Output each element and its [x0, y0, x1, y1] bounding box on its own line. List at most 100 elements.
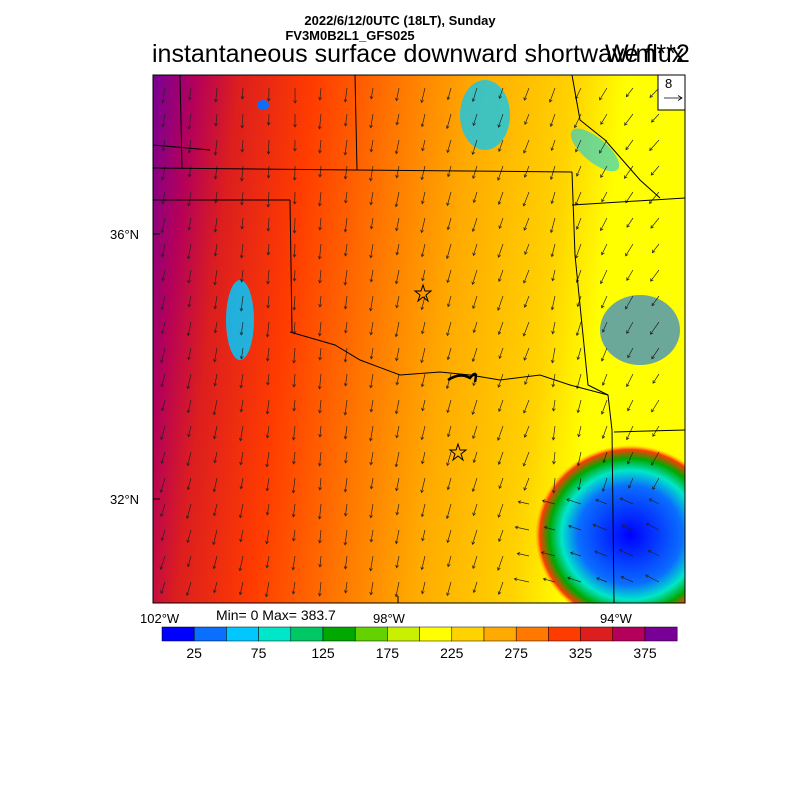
wind-arrow: [160, 581, 166, 595]
wind-arrow: [395, 503, 400, 516]
wind-arrow: [185, 581, 192, 597]
wind-arrow: [599, 269, 608, 285]
wind-arrow: [600, 347, 608, 362]
wind-arrow: [318, 139, 322, 154]
wind-arrow: [343, 477, 348, 493]
wind-arrow: [186, 321, 192, 337]
wind-arrow: [420, 113, 426, 128]
wind-arrow: [239, 321, 244, 336]
wind-arrow: [420, 503, 426, 518]
wind-arrow: [160, 451, 166, 465]
wind-arrow: [497, 113, 504, 128]
wind-arrow: [213, 243, 218, 257]
wind-arrow: [651, 113, 660, 123]
colorbar-swatch: [644, 626, 678, 642]
wind-arrow: [369, 347, 374, 360]
wind-arrow: [549, 165, 556, 181]
wind-arrow: [369, 295, 374, 312]
red-river-feature: [447, 372, 478, 383]
wind-arrow: [318, 399, 322, 414]
wind-arrow: [551, 373, 556, 388]
wind-arrow: [187, 269, 192, 284]
wind-arrow: [369, 555, 374, 572]
wind-arrow: [498, 347, 504, 360]
wind-arrow: [369, 477, 374, 490]
wind-arrow: [551, 399, 556, 412]
wind-arrow: [601, 373, 608, 386]
wind-arrow: [602, 451, 608, 464]
wind-arrow: [343, 243, 348, 257]
wind-arrow: [523, 87, 530, 101]
wind-arrow: [318, 165, 322, 178]
wind-arrow: [213, 321, 218, 334]
wind-arrow: [523, 477, 530, 491]
colorbar-tick-label: 25: [186, 645, 202, 661]
wind-arrow: [550, 139, 556, 152]
wind-arrow: [160, 295, 166, 311]
wind-arrow: [420, 347, 426, 364]
wind-arrow: [498, 529, 504, 542]
wind-arrow: [420, 87, 426, 104]
wind-arrow: [266, 113, 271, 126]
wind-arrow: [551, 269, 556, 282]
wind-arrow: [620, 575, 634, 583]
wind-arrow: [369, 217, 374, 230]
wind-arrow: [600, 295, 608, 309]
wind-arrow: [317, 321, 322, 337]
wind-arrow: [239, 477, 244, 490]
wind-arrow: [213, 451, 218, 464]
wind-arrow: [513, 577, 530, 583]
wind-arrow: [420, 451, 426, 465]
wind-arrow: [550, 243, 556, 258]
wind-arrow: [517, 500, 530, 505]
colorbar-swatch: [483, 626, 517, 642]
wind-arrow: [343, 425, 348, 440]
wind-arrow: [160, 425, 166, 441]
wind-arrow: [567, 576, 582, 583]
colorbar-swatch: [387, 626, 420, 642]
wind-arrow: [343, 295, 348, 310]
wind-arrow: [369, 451, 374, 466]
wind-arrow: [239, 451, 244, 466]
wind-arrow: [395, 243, 400, 256]
wind-arrow: [446, 555, 452, 568]
wind-arrow: [161, 191, 166, 205]
wind-arrow: [577, 477, 582, 491]
wind-arrow: [343, 217, 348, 233]
colorbar-swatch: [451, 626, 485, 642]
state-boundaries: [153, 75, 685, 603]
wind-arrow: [472, 581, 478, 594]
wind-arrow: [651, 243, 660, 254]
wind-arrow: [394, 529, 400, 545]
wind-arrow: [647, 549, 660, 557]
wind-arrow: [317, 503, 322, 520]
wind-arrow: [293, 139, 297, 152]
wind-arrow: [446, 425, 452, 438]
wind-arrow: [369, 87, 374, 100]
wind-arrow: [621, 524, 634, 531]
wind-arrow: [497, 425, 504, 441]
wind-arrow: [627, 399, 634, 412]
wind-arrow: [317, 373, 322, 390]
wind-arrow: [186, 529, 192, 544]
wind-arrow: [649, 139, 660, 152]
wind-arrow: [343, 165, 348, 180]
wind-arrow: [601, 243, 608, 256]
wind-arrow: [185, 503, 192, 520]
wind-arrow: [541, 499, 556, 505]
wind-arrow: [523, 217, 530, 231]
wind-arrow: [445, 243, 452, 260]
wind-arrow: [212, 503, 218, 517]
cloud-patch-east: [600, 295, 680, 365]
colorbar-swatch: [258, 626, 292, 642]
wind-arrow: [627, 477, 634, 489]
wind-arrow: [601, 425, 608, 439]
wind-arrow: [650, 269, 660, 282]
wind-arrow: [395, 165, 400, 179]
wind-arrow: [652, 477, 660, 490]
wind-arrow: [596, 577, 608, 583]
wind-arrow: [239, 347, 244, 360]
wind-arrow: [318, 295, 322, 308]
wind-arrow: [240, 217, 244, 230]
wind-arrow: [552, 451, 556, 465]
